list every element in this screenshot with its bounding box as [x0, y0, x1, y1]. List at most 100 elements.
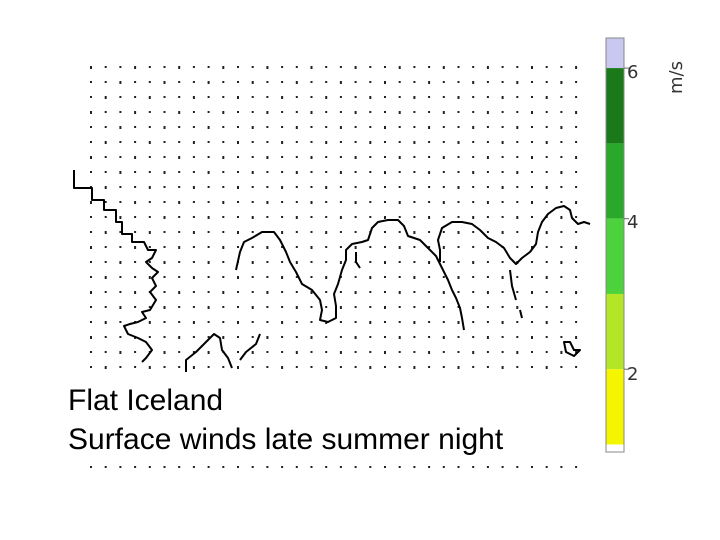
wind-vector	[163, 216, 166, 219]
wind-vector	[295, 351, 298, 354]
wind-vector	[281, 276, 284, 279]
wind-vector	[428, 126, 431, 129]
wind-vector	[545, 141, 548, 144]
wind-vector	[207, 126, 210, 129]
wind-vector	[339, 171, 342, 174]
wind-vector-grid	[90, 66, 578, 468]
wind-vector	[428, 111, 431, 113]
wind-vector	[104, 231, 107, 234]
wind-vector	[134, 366, 137, 368]
wind-vector	[237, 351, 239, 353]
wind-vector	[369, 321, 372, 324]
wind-vector	[384, 231, 386, 233]
wind-vector	[575, 321, 578, 323]
wind-vector	[516, 336, 519, 338]
wind-vector	[134, 306, 137, 308]
wind-vector	[457, 81, 460, 83]
wind-vector	[413, 231, 416, 234]
wind-vector	[413, 186, 416, 189]
wind-vector	[384, 276, 386, 278]
wind-vector	[178, 66, 181, 69]
wind-vector	[575, 201, 578, 204]
wind-vector	[178, 261, 181, 263]
wind-vector	[222, 201, 225, 204]
wind-vector	[413, 201, 416, 203]
wind-vector	[237, 276, 239, 279]
wind-vector	[369, 96, 372, 99]
wind-vector	[354, 231, 357, 233]
wind-vector	[281, 321, 284, 324]
wind-vector	[398, 306, 401, 308]
wind-vector	[413, 66, 416, 68]
wind-vector	[295, 246, 298, 248]
wind-vector	[266, 351, 269, 353]
wind-vector	[281, 366, 284, 369]
wind-vector	[310, 231, 313, 233]
wind-vector	[310, 186, 313, 188]
wind-vector	[398, 201, 401, 204]
wind-vector	[560, 466, 563, 468]
wind-vector	[442, 141, 445, 143]
wind-vector	[516, 366, 519, 368]
wind-vector	[163, 321, 166, 323]
wind-vector	[148, 276, 151, 279]
wind-vector	[545, 261, 548, 263]
wind-vector	[295, 201, 298, 203]
wind-vector	[472, 336, 475, 338]
wind-vector	[486, 156, 489, 159]
wind-vector	[163, 261, 166, 264]
wind-vector	[354, 306, 357, 308]
wind-vector	[501, 66, 504, 68]
wind-vector	[398, 231, 401, 233]
wind-vector	[90, 171, 92, 173]
wind-vector	[428, 321, 431, 323]
wind-vector	[178, 156, 181, 159]
wind-vector	[560, 291, 563, 293]
wind-vector	[163, 466, 166, 468]
wind-vector	[398, 261, 401, 263]
wind-vector	[281, 96, 284, 99]
wind-vector	[104, 96, 107, 99]
wind-vector	[545, 81, 548, 83]
wind-vector	[457, 276, 460, 279]
wind-vector	[104, 81, 107, 83]
wind-vector	[178, 351, 181, 353]
wind-vector	[178, 336, 181, 339]
wind-vector	[266, 111, 269, 114]
wind-vector	[369, 336, 372, 338]
wind-vector	[119, 66, 122, 68]
wind-vector	[575, 156, 578, 159]
wind-vector	[516, 276, 519, 278]
wind-vector	[531, 156, 533, 159]
wind-vector	[325, 466, 328, 468]
wind-vector	[428, 96, 431, 98]
wind-vector	[148, 466, 151, 468]
wind-vector	[486, 351, 489, 353]
wind-vector	[148, 246, 151, 248]
wind-vector	[119, 186, 122, 188]
wind-vector	[428, 201, 431, 203]
wind-vector	[251, 201, 254, 203]
wind-vector	[310, 261, 313, 263]
wind-vector	[325, 141, 328, 144]
color-scale-ticks	[624, 67, 629, 370]
wind-vector	[295, 186, 298, 188]
legend-band	[606, 38, 624, 69]
wind-vector	[134, 111, 137, 114]
wind-vector	[237, 366, 239, 369]
wind-vector	[325, 96, 328, 99]
wind-vector	[545, 276, 548, 279]
wind-vector	[486, 201, 489, 204]
wind-vector	[472, 201, 475, 203]
wind-vector	[325, 351, 328, 353]
wind-vector	[281, 111, 284, 113]
wind-vector	[413, 96, 416, 99]
wind-vector	[148, 201, 151, 203]
wind-vector	[486, 321, 489, 323]
wind-vector	[148, 81, 151, 83]
wind-vector	[222, 126, 225, 128]
wind-vector	[251, 276, 254, 278]
coastline-east-small	[519, 309, 523, 319]
wind-vector	[339, 96, 342, 98]
wind-vector	[222, 141, 225, 143]
